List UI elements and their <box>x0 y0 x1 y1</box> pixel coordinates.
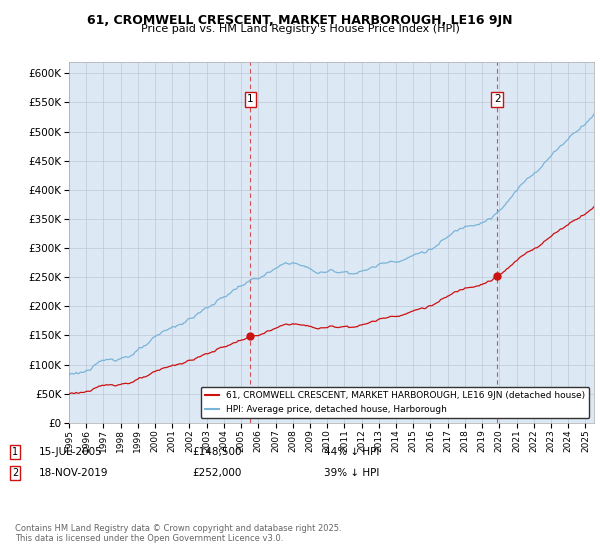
Text: Contains HM Land Registry data © Crown copyright and database right 2025.
This d: Contains HM Land Registry data © Crown c… <box>15 524 341 543</box>
Text: 1: 1 <box>247 95 254 105</box>
Text: 44% ↓ HPI: 44% ↓ HPI <box>324 447 379 457</box>
Text: 61, CROMWELL CRESCENT, MARKET HARBOROUGH, LE16 9JN: 61, CROMWELL CRESCENT, MARKET HARBOROUGH… <box>87 14 513 27</box>
Text: £148,500: £148,500 <box>192 447 241 457</box>
Text: 2: 2 <box>12 468 18 478</box>
Text: 2: 2 <box>494 95 500 105</box>
Text: 15-JUL-2005: 15-JUL-2005 <box>39 447 103 457</box>
Text: 18-NOV-2019: 18-NOV-2019 <box>39 468 109 478</box>
Text: 39% ↓ HPI: 39% ↓ HPI <box>324 468 379 478</box>
Text: 1: 1 <box>12 447 18 457</box>
Text: Price paid vs. HM Land Registry's House Price Index (HPI): Price paid vs. HM Land Registry's House … <box>140 24 460 34</box>
Legend: 61, CROMWELL CRESCENT, MARKET HARBOROUGH, LE16 9JN (detached house), HPI: Averag: 61, CROMWELL CRESCENT, MARKET HARBOROUGH… <box>200 387 589 418</box>
Text: £252,000: £252,000 <box>192 468 241 478</box>
